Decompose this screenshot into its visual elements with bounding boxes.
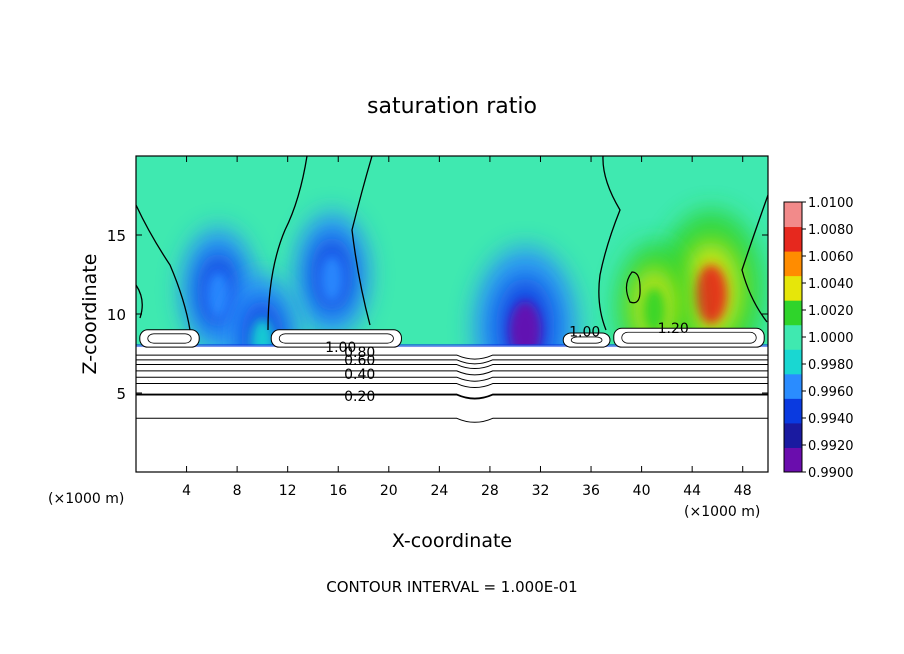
x-tick-label-2: 12 — [279, 483, 297, 499]
x-unit-right: (×1000 m) — [684, 504, 760, 520]
colorbar-label-7: 1.0040 — [808, 277, 854, 292]
colorbar-swatch-3 — [784, 373, 802, 399]
cloud-base-band — [136, 344, 768, 348]
x-tick-label-10: 44 — [683, 483, 701, 499]
x-unit-left: (×1000 m) — [48, 491, 124, 507]
y-tick-label-0: 5 — [116, 385, 126, 403]
contour-label-3: 0.80 — [344, 345, 375, 361]
y-tick-label-2: 15 — [107, 227, 126, 245]
contour-label-0: 0.20 — [344, 389, 375, 405]
colorbar-label-2: 0.9940 — [808, 412, 854, 427]
anomaly-core-4 — [642, 287, 666, 334]
stable-layer — [136, 345, 768, 472]
y-axis-ticks: 5 10 15 — [107, 227, 768, 403]
anomaly-core-3 — [320, 255, 344, 302]
cloud-inner-contour-3 — [621, 331, 757, 344]
colorbar-swatch-0 — [784, 447, 802, 473]
contour-lines — [136, 156, 768, 423]
colorbar: 0.9900 0.9920 0.9940 0.9960 0.9980 1.0000 1.00… — [783, 196, 854, 481]
x-tick-label-9: 40 — [633, 483, 651, 499]
contour-interval-note: CONTOUR INTERVAL = 1.000E-01 — [326, 578, 577, 596]
x-tick-label-6: 28 — [481, 483, 499, 499]
colorbar-label-5: 1.0000 — [808, 331, 854, 346]
cloud-inner-contour-1 — [278, 333, 394, 344]
x-tick-label-7: 32 — [532, 483, 550, 499]
anomaly-core-2 — [206, 271, 230, 318]
cloud-inner-contour-0 — [147, 333, 192, 344]
colorbar-swatch-4 — [784, 349, 802, 375]
x-tick-label-3: 16 — [329, 483, 347, 499]
colorbar-swatch-10 — [784, 202, 802, 228]
colorbar-label-0: 0.9900 — [808, 466, 854, 481]
cloud-region-3 — [613, 327, 765, 348]
unity-contour-5 — [136, 284, 143, 319]
colorbar-label-8: 1.0060 — [808, 250, 854, 265]
contour-label-2: 0.60 — [344, 353, 375, 369]
layer-contour-4 — [136, 370, 768, 376]
x-axis-label: X-coordinate — [392, 530, 512, 552]
layer-contour-2 — [136, 383, 768, 389]
unity-contour-2 — [351, 156, 373, 326]
layer-contour-7 — [136, 354, 768, 360]
contour-label-4: 1.00 — [325, 340, 356, 356]
x-axis-ticks: 4 8 12 16 20 24 28 32 36 40 44 48 — [182, 156, 752, 499]
chart-title: saturation ratio — [367, 94, 537, 119]
y-tick-label-1: 10 — [107, 306, 126, 324]
colorbar-swatch-8 — [784, 251, 802, 277]
contour-label-1: 0.40 — [344, 367, 375, 383]
unity-contour-1 — [267, 156, 308, 331]
x-tick-label-4: 20 — [380, 483, 398, 499]
contour-label-5: 1.00 — [569, 324, 600, 340]
colorbar-label-4: 0.9980 — [808, 358, 854, 373]
layer-contour-6 — [136, 359, 768, 365]
colorbar-label-9: 1.0080 — [808, 223, 854, 238]
layer-contour-3 — [136, 376, 768, 382]
y-axis-label: Z-coordinate — [79, 254, 101, 375]
x-tick-label-0: 4 — [182, 483, 191, 499]
x-tick-label-5: 24 — [430, 483, 448, 499]
x-tick-label-8: 36 — [582, 483, 600, 499]
layer-contour-1 — [136, 393, 768, 400]
colorbar-label-6: 1.0020 — [808, 304, 854, 319]
heatmap-field — [136, 156, 768, 472]
colorbar-swatch-7 — [784, 275, 802, 301]
colorbar-swatch-9 — [784, 226, 802, 252]
colorbar-swatch-5 — [784, 324, 802, 350]
closed-contour — [625, 271, 641, 304]
colorbar-swatch-2 — [784, 398, 802, 424]
cloud-region-0 — [139, 329, 200, 348]
colorbar-label-10: 1.0100 — [808, 196, 854, 211]
colorbar-swatch-1 — [784, 422, 802, 448]
unity-contour-3 — [598, 156, 621, 331]
x-tick-label-1: 8 — [233, 483, 242, 499]
colorbar-label-3: 0.9960 — [808, 385, 854, 400]
cloud-inner-contour-2 — [570, 336, 603, 344]
layer-contour-0 — [136, 417, 768, 423]
unity-contour-4 — [741, 194, 768, 323]
colorbar-swatch-6 — [784, 300, 802, 326]
anomaly-core-0 — [695, 264, 728, 324]
contour-labels: 0.200.400.600.801.001.00 1.20 — [325, 321, 689, 405]
colorbar-label-1: 0.9920 — [808, 439, 854, 454]
contour-label-6: 1.20 — [658, 321, 689, 337]
cloud-region-2 — [562, 332, 611, 348]
unity-contour-0 — [136, 204, 191, 331]
layer-contour-5 — [136, 364, 768, 370]
x-tick-label-11: 48 — [734, 483, 752, 499]
